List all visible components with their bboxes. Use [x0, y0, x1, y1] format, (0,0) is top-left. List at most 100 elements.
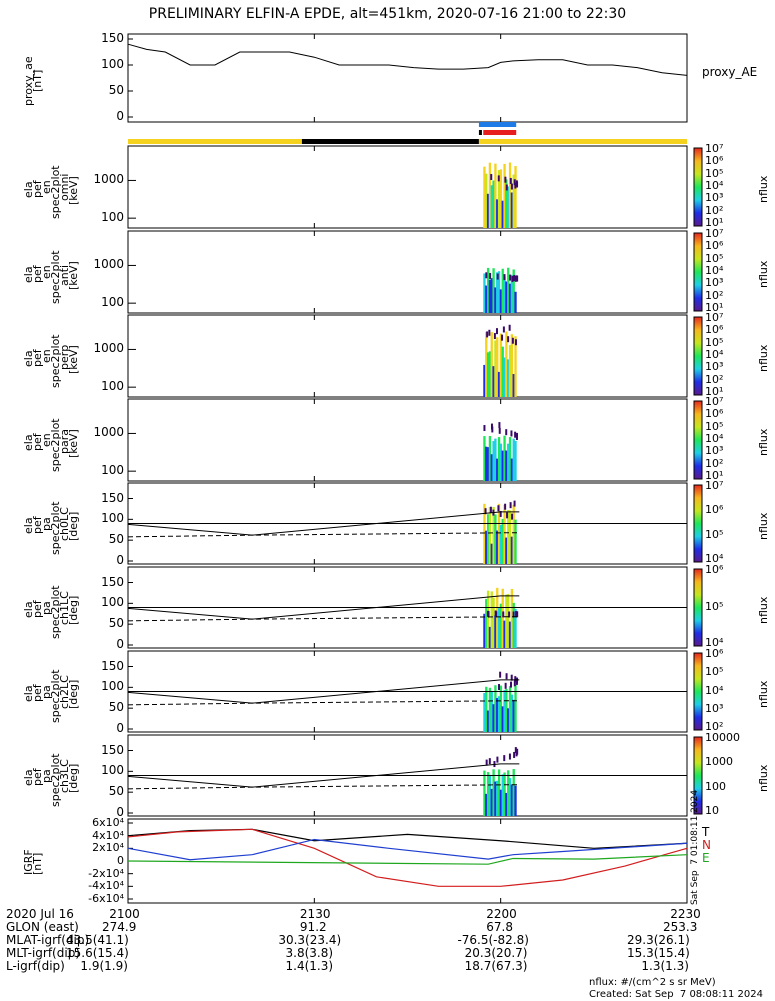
footer-value: 1.9(1.9) [80, 959, 128, 973]
pa-panel-3-data-cell [503, 772, 506, 816]
pa-panel-1-data-cell [503, 620, 506, 648]
pa-cbar-2-tick-label: 10³ [705, 701, 724, 715]
spec-panel-2-data-cell [512, 373, 515, 397]
spec-panel-3-ylabel-line: [keV] [67, 428, 80, 458]
proxy-ae-ytick-label: 0 [116, 109, 124, 123]
footer-value: 1.4(1.3) [285, 959, 334, 973]
pa-panel-0-data-cell [494, 514, 497, 564]
pa-panel-2-data-cell [507, 708, 510, 732]
footer-value: 43.5(41.1) [66, 933, 129, 947]
spec-ytick-label: 100 [101, 463, 124, 478]
pa-cbar-1 [693, 568, 703, 647]
spec-panel-2-data-cell [483, 364, 486, 397]
igrf-ytick-label: 4x10⁴ [92, 828, 124, 842]
pa-panel-1-ylabel-line: [deg] [67, 595, 80, 625]
pa-cbar-3-tick-label: 10000 [705, 731, 740, 744]
spec-panel-0-data-speck [514, 182, 517, 189]
status-bar-red [483, 130, 517, 135]
spec-panel-0-data-speck [490, 174, 493, 181]
igrf-ytick-label: 2x10⁴ [92, 841, 124, 855]
pa-panel-2-data-cell [508, 686, 512, 732]
pa-panel-2-data-cell [492, 704, 495, 732]
spec-panel-3-data-speck [483, 425, 486, 432]
pa-panel-1-data-cell [512, 602, 515, 648]
spec-cbar-3-label: nflux [757, 428, 770, 456]
pa-cbar-0-tick-label: 10⁷ [705, 479, 724, 492]
pa-panel-2-data-speck [504, 682, 507, 689]
spec-cbar-0-tick-label: 10⁴ [705, 179, 724, 192]
pa-panel-3-data-speck [496, 756, 499, 763]
spec-panel-2-data-speck [493, 333, 496, 340]
pa-cbar-0-label: nflux [757, 512, 770, 540]
spec-cbar-3-tick-label: 10⁴ [705, 432, 724, 445]
spec-cbar-0-tick-label: 10⁷ [705, 142, 724, 155]
created-stamp: Created: Sat Sep 7 08:08:11 2024 [589, 989, 763, 1000]
spec-panel-3-data-speck [510, 430, 513, 437]
spec-panel-0-data-cell [490, 185, 493, 228]
pa-panel-2-data-cell [501, 706, 504, 732]
igrf-series-E [127, 838, 688, 861]
proxy-ae-ytick-label: 100 [101, 57, 124, 71]
pa-panel-3-data-speck [513, 751, 516, 758]
spec-panel-2-data-cell [514, 336, 517, 397]
footer-value: 2230 [670, 907, 701, 921]
spec-panel-2-data-speck [514, 339, 517, 346]
pa-panel-3-data-speck [516, 748, 519, 755]
footer-value: 3.8(3.8) [285, 946, 334, 960]
spec-panel-0-data-cell [492, 180, 495, 228]
spec-panel-3-data-cell [494, 438, 497, 481]
footer-value: 2130 [299, 907, 331, 921]
spec-panel-0-data-speck [510, 183, 513, 190]
pa-panel-3-data-speck [508, 753, 511, 760]
pa-panel-3-data-cell [490, 788, 493, 816]
pa-panel-3-data-cell [496, 780, 499, 816]
pa-panel-0-ylabel-line: [deg] [67, 511, 80, 541]
pa-panel-1-data-cell [492, 597, 495, 648]
spec-panel-1-data-cell [486, 267, 490, 313]
spec-panel-1-data-cell [496, 272, 499, 313]
status-bar-black [301, 139, 479, 144]
pa-ytick-label: 50 [108, 616, 124, 631]
spec-ytick-label: 1000 [93, 172, 124, 187]
pa-panel-3-data-cell [501, 774, 504, 816]
pa-panel-3-data-cell [494, 781, 497, 816]
spec-panel-2-data-cell [490, 332, 493, 397]
spec-panel-3-data-cell [499, 443, 503, 481]
pa-solid-line [127, 763, 520, 788]
pa-panel-3-data-cell [485, 793, 488, 816]
spec-panel-0-data-cell [507, 186, 510, 228]
spec-panel-0-data-cell [499, 169, 503, 228]
pa-panel-2-data-cell [490, 691, 493, 732]
pa-ytick-label: 150 [101, 574, 124, 589]
pa-panel-0-data-cell [501, 518, 504, 564]
spec-panel-1-data-speck [496, 273, 499, 280]
pa-panel-1-data-cell [494, 615, 497, 648]
pa-panel-2-data-speck [514, 676, 517, 683]
spec-panel-1-data-speck [511, 275, 514, 282]
spec-panel-2-data-speck [501, 334, 504, 341]
pa-panel-3-data-speck [488, 758, 491, 765]
side-stamp: Sat Sep 7 01:08:11 2024 [690, 789, 700, 905]
spec-cbar-2-tick-label: 10⁷ [705, 311, 724, 324]
igrf-ytick-label: 0 [117, 854, 124, 867]
spec-panel-1-data-cell [485, 285, 488, 313]
pa-panel-2-data-cell [497, 696, 501, 732]
spec-cbar-2-label: nflux [757, 344, 770, 372]
spec-cbar-3-tick-label: 10⁷ [705, 395, 724, 408]
pa-panel-2-data-cell [488, 687, 492, 732]
pa-ytick-label: 100 [101, 763, 124, 778]
footer-value: 274.9 [102, 920, 137, 934]
spec-cbar-0 [693, 147, 703, 227]
spec-panel-3-data-cell [512, 438, 515, 481]
pa-panel-2-data-cell [505, 688, 508, 732]
spec-panel-0-data-cell [496, 199, 499, 228]
pa-cbar-0-tick-label: 10⁴ [705, 552, 724, 565]
spec-panel-1-data-speck [503, 274, 506, 281]
spec-panel-1-data-cell [490, 278, 493, 313]
footer-value: 18.7(67.3) [464, 959, 528, 973]
spec-panel-0-data-cell [501, 200, 504, 228]
pa-panel-2-data-speck [510, 674, 513, 681]
spec-panel-0-data-cell [483, 166, 486, 228]
spec-panel-2-data-cell [499, 333, 503, 397]
pa-cbar-3-tick-label: 1000 [705, 755, 733, 769]
